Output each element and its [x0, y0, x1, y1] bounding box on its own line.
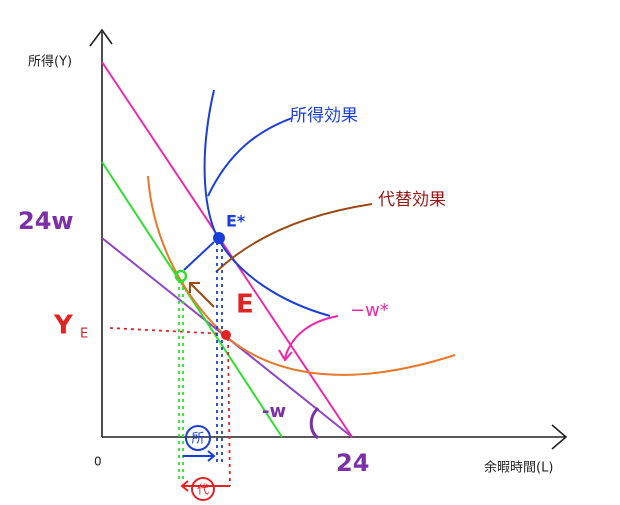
- c-guide: [178, 280, 184, 480]
- substitution-effect-label: 代替効果: [378, 190, 446, 210]
- y-axis-label: 所得(Y): [28, 54, 72, 70]
- point-c: [174, 269, 188, 283]
- substitution-bracket: [180, 480, 230, 492]
- x-axis-label: 余暇時間(L): [484, 460, 553, 476]
- income-effect-label: 所得効果: [290, 106, 358, 126]
- substitution-mark: 代: [197, 483, 209, 497]
- x-intercept-label: 24: [336, 449, 369, 477]
- slope-w-star-label: −w*: [350, 300, 389, 321]
- income-mark-circle: [185, 425, 211, 451]
- point-e-star: [213, 232, 225, 244]
- e-guide: [227, 337, 231, 487]
- e-label: E: [236, 290, 254, 320]
- x-arrow: [551, 424, 568, 450]
- e-star-guide: [216, 242, 223, 462]
- substitution-mark-circle: [191, 477, 215, 501]
- y-arrow: [89, 28, 113, 47]
- ye-guide: [109, 327, 227, 335]
- slope-w-arc: [309, 406, 320, 440]
- income-bracket: [183, 450, 216, 462]
- budget-line-w-star: [101, 61, 353, 438]
- origin-label: 0: [94, 455, 102, 469]
- guides: [109, 242, 231, 487]
- compensated-budget-line: [101, 161, 283, 438]
- y-intercept-label: 24w: [18, 207, 74, 235]
- point-e: [221, 330, 231, 340]
- substitution-arrow: [189, 282, 215, 308]
- substitution-arrowhead: [189, 282, 200, 293]
- income-arrow: [183, 241, 215, 271]
- e-star-label: E*: [226, 212, 246, 231]
- ye-label: Y: [53, 311, 74, 341]
- income-mark: 所: [191, 432, 204, 447]
- ye-sub-label: E: [80, 327, 88, 342]
- substitution-effect-pointer: [215, 203, 373, 273]
- income-effect-pointer: [207, 117, 293, 197]
- slope-w-star-pointer: [278, 315, 339, 362]
- slope-w-label: -w: [262, 401, 286, 422]
